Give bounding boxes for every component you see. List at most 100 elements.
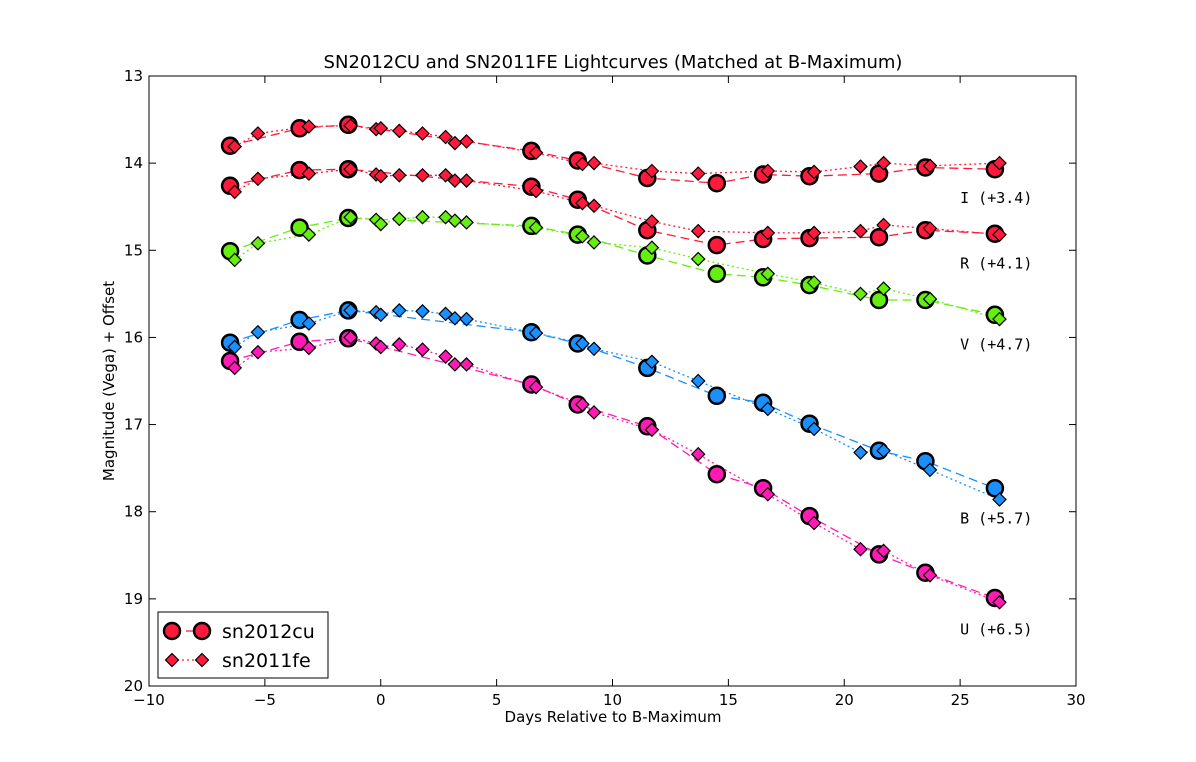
point-sn2011fe-V (806, 275, 822, 290)
point-sn2011fe-B (690, 373, 706, 389)
point-sn2011fe-V (459, 215, 474, 230)
point-sn2011fe-U (227, 360, 243, 376)
point-sn2011fe-I (690, 166, 706, 181)
point-sn2011fe-I (992, 155, 1007, 171)
point-sn2011fe-V (690, 251, 706, 267)
point-sn2011fe-U (415, 342, 430, 357)
point-sn2012cu-R (707, 235, 727, 255)
point-sn2011fe-R (415, 167, 430, 183)
point-sn2011fe-R (586, 198, 602, 214)
y-tick-label: 20 (124, 677, 143, 695)
point-sn2011fe-B (528, 325, 544, 341)
point-sn2011fe-U (438, 349, 453, 364)
point-sn2011fe-U (447, 357, 463, 372)
point-sn2011fe-B (575, 336, 590, 351)
band-label-U: U (+6.5) (960, 620, 1032, 638)
point-sn2011fe-I (438, 129, 453, 145)
axis-ticks: −10 −5 0 5 10 15 20 25 30 13 14 15 16 17 18 19 20 (124, 67, 1086, 709)
point-sn2011fe-I (922, 158, 938, 174)
point-sn2011fe-I (227, 139, 243, 154)
point-sn2011fe-V (992, 311, 1007, 327)
point-sn2012cu-V (707, 264, 727, 284)
point-sn2011fe-V (391, 211, 407, 227)
point-sn2011fe-U (301, 340, 317, 356)
point-sn2011fe-B (760, 401, 776, 417)
point-sn2011fe-R (876, 217, 891, 233)
point-sn2011fe-R (459, 173, 474, 188)
point-sn2011fe-B (459, 311, 474, 327)
point-sn2011fe-I (343, 118, 358, 134)
point-sn2012cu-U (707, 464, 727, 484)
legend-label: sn2011fe (222, 650, 311, 672)
point-sn2011fe-B (853, 445, 868, 460)
legend-marker (162, 621, 182, 641)
point-sn2011fe-B (586, 341, 602, 357)
point-sn2011fe-B (922, 462, 938, 478)
x-tick-label: −5 (254, 691, 276, 709)
y-tick-label: 19 (124, 590, 143, 608)
point-sn2011fe-B (301, 316, 317, 331)
point-sn2011fe-U (644, 422, 660, 438)
point-sn2011fe-R (447, 173, 463, 188)
legend-marker (194, 652, 210, 668)
point-sn2011fe-V (343, 209, 358, 225)
point-sn2011fe-I (586, 155, 602, 171)
point-sn2011fe-I (447, 135, 463, 151)
point-sn2011fe-B (250, 324, 266, 340)
point-sn2011fe-V (301, 227, 317, 242)
legend: sn2012cu sn2011fe (157, 611, 329, 679)
y-tick-label: 17 (124, 416, 143, 434)
band-labels: I (+3.4) R (+4.1) V (+4.7) B (+5.7) U (+6.5) (960, 189, 1032, 638)
point-sn2012cu-I (707, 173, 727, 193)
point-sn2011fe-I (644, 163, 660, 179)
point-sn2011fe-V (586, 235, 602, 250)
point-sn2011fe-I (528, 145, 544, 161)
point-sn2011fe-V (227, 252, 243, 268)
point-sn2011fe-B (373, 307, 389, 323)
legend-item-sn2011fe: sn2011fe (164, 650, 311, 672)
band-label-V: V (+4.7) (960, 335, 1032, 353)
series-line-sn2012cu-R (229, 168, 995, 246)
y-axis-label: Magnitude (Vega) + Offset (100, 281, 118, 481)
point-sn2011fe-B (806, 421, 822, 437)
y-tick-label: 14 (124, 154, 143, 172)
point-sn2011fe-V (644, 240, 660, 256)
point-sn2011fe-I (250, 126, 266, 141)
point-sn2012cu-V (869, 290, 889, 310)
point-sn2011fe-V (853, 286, 868, 302)
y-tick-label: 13 (124, 67, 143, 85)
point-sn2011fe-U (586, 405, 602, 420)
point-sn2011fe-R (992, 227, 1007, 242)
x-tick-label: 5 (492, 691, 502, 709)
point-sn2012cu-V (290, 218, 309, 237)
point-sn2011fe-I (853, 159, 868, 174)
x-tick-label: 20 (835, 691, 854, 709)
point-sn2011fe-R (528, 183, 544, 199)
point-sn2011fe-U (528, 379, 544, 395)
series-line-sn2011fe-U (234, 336, 1000, 603)
point-sn2011fe-V (373, 216, 389, 232)
point-sn2011fe-U (575, 397, 590, 412)
point-sn2011fe-U (853, 541, 868, 557)
point-sn2011fe-V (250, 235, 266, 251)
point-sn2011fe-U (760, 486, 776, 502)
point-sn2011fe-R (644, 214, 660, 229)
point-sn2011fe-I (391, 123, 407, 139)
band-label-B: B (+5.7) (960, 510, 1032, 528)
point-sn2011fe-V (760, 266, 776, 282)
point-sn2011fe-U (992, 594, 1007, 610)
point-sn2011fe-U (876, 543, 891, 559)
point-sn2011fe-U (391, 337, 407, 352)
point-sn2011fe-I (760, 163, 776, 179)
point-sn2011fe-R (438, 167, 453, 183)
point-sn2011fe-U (922, 567, 938, 583)
legend-marker (192, 621, 212, 641)
legend-marker (164, 652, 180, 668)
point-sn2011fe-B (876, 443, 891, 459)
x-tick-label: 15 (719, 691, 738, 709)
point-sn2012cu-B (707, 386, 727, 406)
point-sn2011fe-R (391, 167, 407, 183)
point-sn2011fe-U (250, 344, 266, 360)
point-sn2011fe-V (528, 220, 544, 235)
